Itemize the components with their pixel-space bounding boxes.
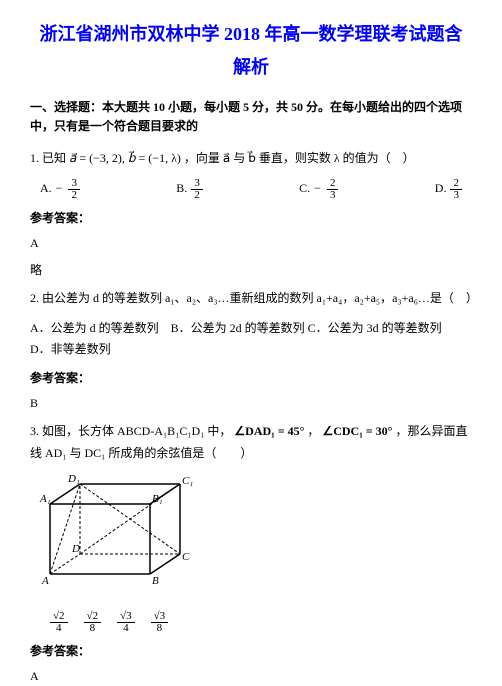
q1-a-neg: − (56, 179, 63, 198)
q1-d-label: D. (435, 179, 447, 198)
q1-a-num: 3 (68, 178, 80, 190)
q3-angle2: ∠CDC₁ = 30° (322, 424, 392, 438)
q3-option-d: √3 8 (151, 611, 169, 634)
q1-option-d: D. 2 3 (435, 178, 462, 201)
q1-vectors: a⃗ = (−3, 2), b⃗ = (−1, λ) (69, 151, 181, 165)
q1-a-frac: 3 2 (68, 178, 80, 201)
q3-b-frac: √2 8 (84, 611, 102, 634)
q1-c-frac: 2 3 (327, 178, 339, 201)
section-1-heading: 一、选择题：本大题共 10 小题，每小题 5 分，共 50 分。在每小题给出的四… (30, 98, 472, 136)
q1-options: A. − 3 2 B. 3 2 C. − 2 3 D. 2 3 (30, 178, 472, 201)
q1-answer-label: 参考答案： (30, 209, 472, 228)
q1-c-neg: − (314, 179, 321, 198)
q1-option-c: C. − 2 3 (299, 178, 338, 201)
q1-d-frac: 2 3 (450, 178, 462, 201)
q3-prefix: 3. 如图，长方体 ABCD-A₁B₁C₁D₁ 中， (30, 424, 231, 438)
q1-d-num: 2 (450, 178, 462, 190)
q2-answer: B (30, 394, 472, 413)
q1-c-num: 2 (327, 178, 339, 190)
q3-angle1: ∠DAD₁ = 45° (234, 424, 304, 438)
q3-answer-label: 参考答案： (30, 642, 472, 661)
q1-c-label: C. (299, 179, 310, 198)
svg-text:A₁: A₁ (39, 493, 51, 505)
q3-b-den: 8 (87, 623, 99, 634)
cuboid-diagram: A B C D A₁ B₁ C₁ D₁ (30, 474, 472, 600)
q1-answer: A (30, 234, 472, 253)
q1-c-den: 3 (327, 190, 339, 201)
question-2: 2. 由公差为 d 的等差数列 a₁、a₂、a₃…重新组成的数列 a₁+a₄，a… (30, 288, 472, 310)
q3-b-num: √2 (84, 611, 102, 623)
q3-c-num: √3 (117, 611, 135, 623)
svg-text:D₁: D₁ (67, 474, 80, 485)
q1-b-num: 3 (191, 178, 203, 190)
question-1: 1. 已知 a⃗ = (−3, 2), b⃗ = (−1, λ) ，向量 a⃗ … (30, 148, 472, 170)
svg-text:C₁: C₁ (182, 475, 193, 487)
q1-mid: ，向量 a⃗ 与 b⃗ 垂直，则实数 λ 的值为（ ） (184, 151, 415, 165)
q3-sep: ， (307, 424, 319, 438)
q1-a-label: A. (40, 179, 52, 198)
q3-option-b: √2 8 (84, 611, 102, 634)
q1-b-label: B. (176, 179, 187, 198)
q3-a-den: 4 (53, 623, 65, 634)
q3-c-frac: √3 4 (117, 611, 135, 634)
page-title-line2: 解析 (30, 53, 472, 82)
q1-b-frac: 3 2 (191, 178, 203, 201)
svg-text:B: B (152, 575, 159, 587)
q3-d-frac: √3 8 (151, 611, 169, 634)
page-title-line1: 浙江省湖州市双林中学 2018 年高一数学理联考试题含 (30, 20, 472, 49)
q3-answer: A (30, 667, 472, 686)
q3-a-num: √2 (50, 611, 68, 623)
q2-options: A．公差为 d 的等差数列 B．公差为 2d 的等差数列 C．公差为 3d 的等… (30, 318, 472, 361)
q3-options: A. √2 4 √2 8 √3 4 √3 8 (30, 611, 472, 634)
q1-b-den: 2 (191, 190, 203, 201)
svg-text:D: D (71, 543, 80, 555)
q3-option-c: √3 4 (117, 611, 135, 634)
q3-c-den: 4 (120, 623, 132, 634)
svg-text:C: C (182, 551, 190, 563)
q3-d-den: 8 (154, 623, 166, 634)
svg-text:A: A (41, 575, 49, 587)
q1-d-den: 3 (450, 190, 462, 201)
q2-answer-label: 参考答案： (30, 369, 472, 388)
q3-a-frac: √2 4 (50, 611, 68, 634)
q1-option-a: A. − 3 2 (40, 178, 80, 201)
q1-prefix: 1. 已知 (30, 151, 66, 165)
q1-note: 略 (30, 261, 472, 280)
question-3: 3. 如图，长方体 ABCD-A₁B₁C₁D₁ 中， ∠DAD₁ = 45° ，… (30, 421, 472, 464)
q1-a-den: 2 (68, 190, 80, 201)
q3-option-a: A. √2 4 (50, 611, 68, 634)
q3-d-num: √3 (151, 611, 169, 623)
q1-option-b: B. 3 2 (176, 178, 203, 201)
svg-text:B₁: B₁ (152, 493, 163, 505)
